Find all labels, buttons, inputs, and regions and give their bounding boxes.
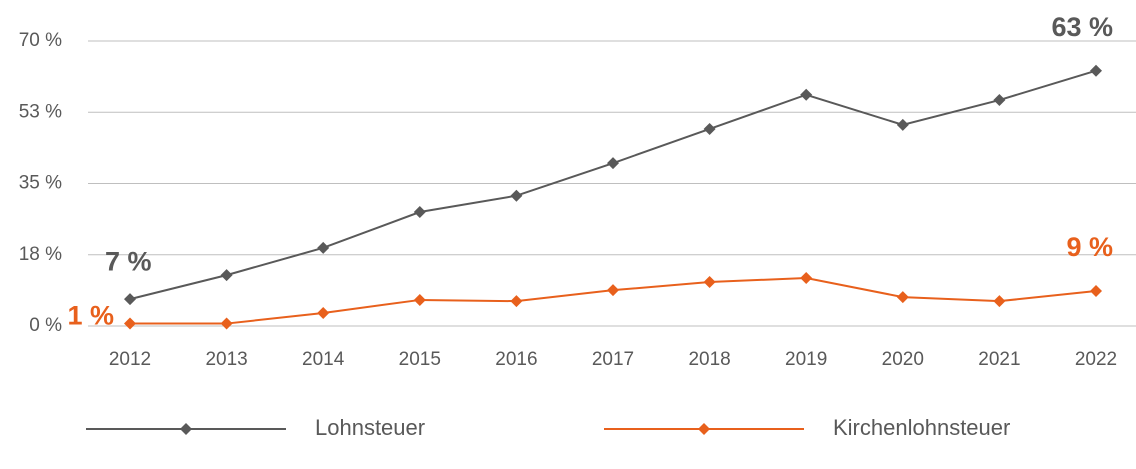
legend-marker bbox=[698, 423, 710, 435]
marker bbox=[896, 118, 909, 131]
legend-label: Lohnsteuer bbox=[315, 415, 425, 440]
marker bbox=[896, 291, 909, 304]
y-tick-label: 53 % bbox=[19, 101, 62, 122]
marker bbox=[124, 293, 136, 306]
marker bbox=[703, 122, 716, 135]
marker bbox=[703, 276, 716, 289]
y-tick-label: 0 % bbox=[29, 315, 62, 336]
marker bbox=[800, 88, 813, 101]
marker bbox=[317, 241, 330, 254]
marker bbox=[124, 317, 136, 330]
marker bbox=[220, 317, 233, 330]
marker bbox=[220, 269, 233, 282]
legend-marker bbox=[180, 423, 192, 435]
marker bbox=[1090, 284, 1102, 297]
y-tick-label: 35 % bbox=[19, 173, 62, 194]
marker bbox=[413, 293, 426, 306]
marker bbox=[1090, 64, 1102, 77]
data-label: 1 % bbox=[67, 301, 114, 331]
x-tick-label: 2022 bbox=[1075, 349, 1117, 370]
marker bbox=[607, 157, 619, 170]
y-tick-label: 70 % bbox=[19, 30, 62, 51]
marker bbox=[800, 271, 813, 284]
marker bbox=[317, 306, 330, 319]
marker bbox=[607, 284, 619, 297]
marker bbox=[993, 295, 1006, 308]
marker bbox=[993, 94, 1006, 107]
y-tick-label: 18 % bbox=[19, 244, 62, 265]
x-tick-label: 2018 bbox=[688, 349, 730, 370]
data-label: 7 % bbox=[105, 246, 152, 276]
x-tick-label: 2021 bbox=[978, 349, 1020, 370]
x-tick-label: 2015 bbox=[399, 349, 441, 370]
line bbox=[129, 69, 1097, 301]
marker bbox=[413, 206, 426, 218]
x-tick-label: 2020 bbox=[882, 349, 924, 370]
x-tick-label: 2017 bbox=[592, 349, 634, 370]
x-tick-label: 2014 bbox=[302, 349, 345, 370]
data-label: 63 % bbox=[1051, 12, 1113, 42]
x-tick-label: 2016 bbox=[495, 349, 537, 370]
x-tick-label: 2019 bbox=[785, 349, 827, 370]
marker bbox=[510, 189, 523, 202]
legend-label: Kirchenlohnsteuer bbox=[833, 415, 1010, 440]
x-tick-label: 2013 bbox=[205, 349, 247, 370]
x-tick-label: 2012 bbox=[109, 349, 151, 370]
data-label: 9 % bbox=[1066, 232, 1113, 262]
marker bbox=[510, 295, 523, 308]
